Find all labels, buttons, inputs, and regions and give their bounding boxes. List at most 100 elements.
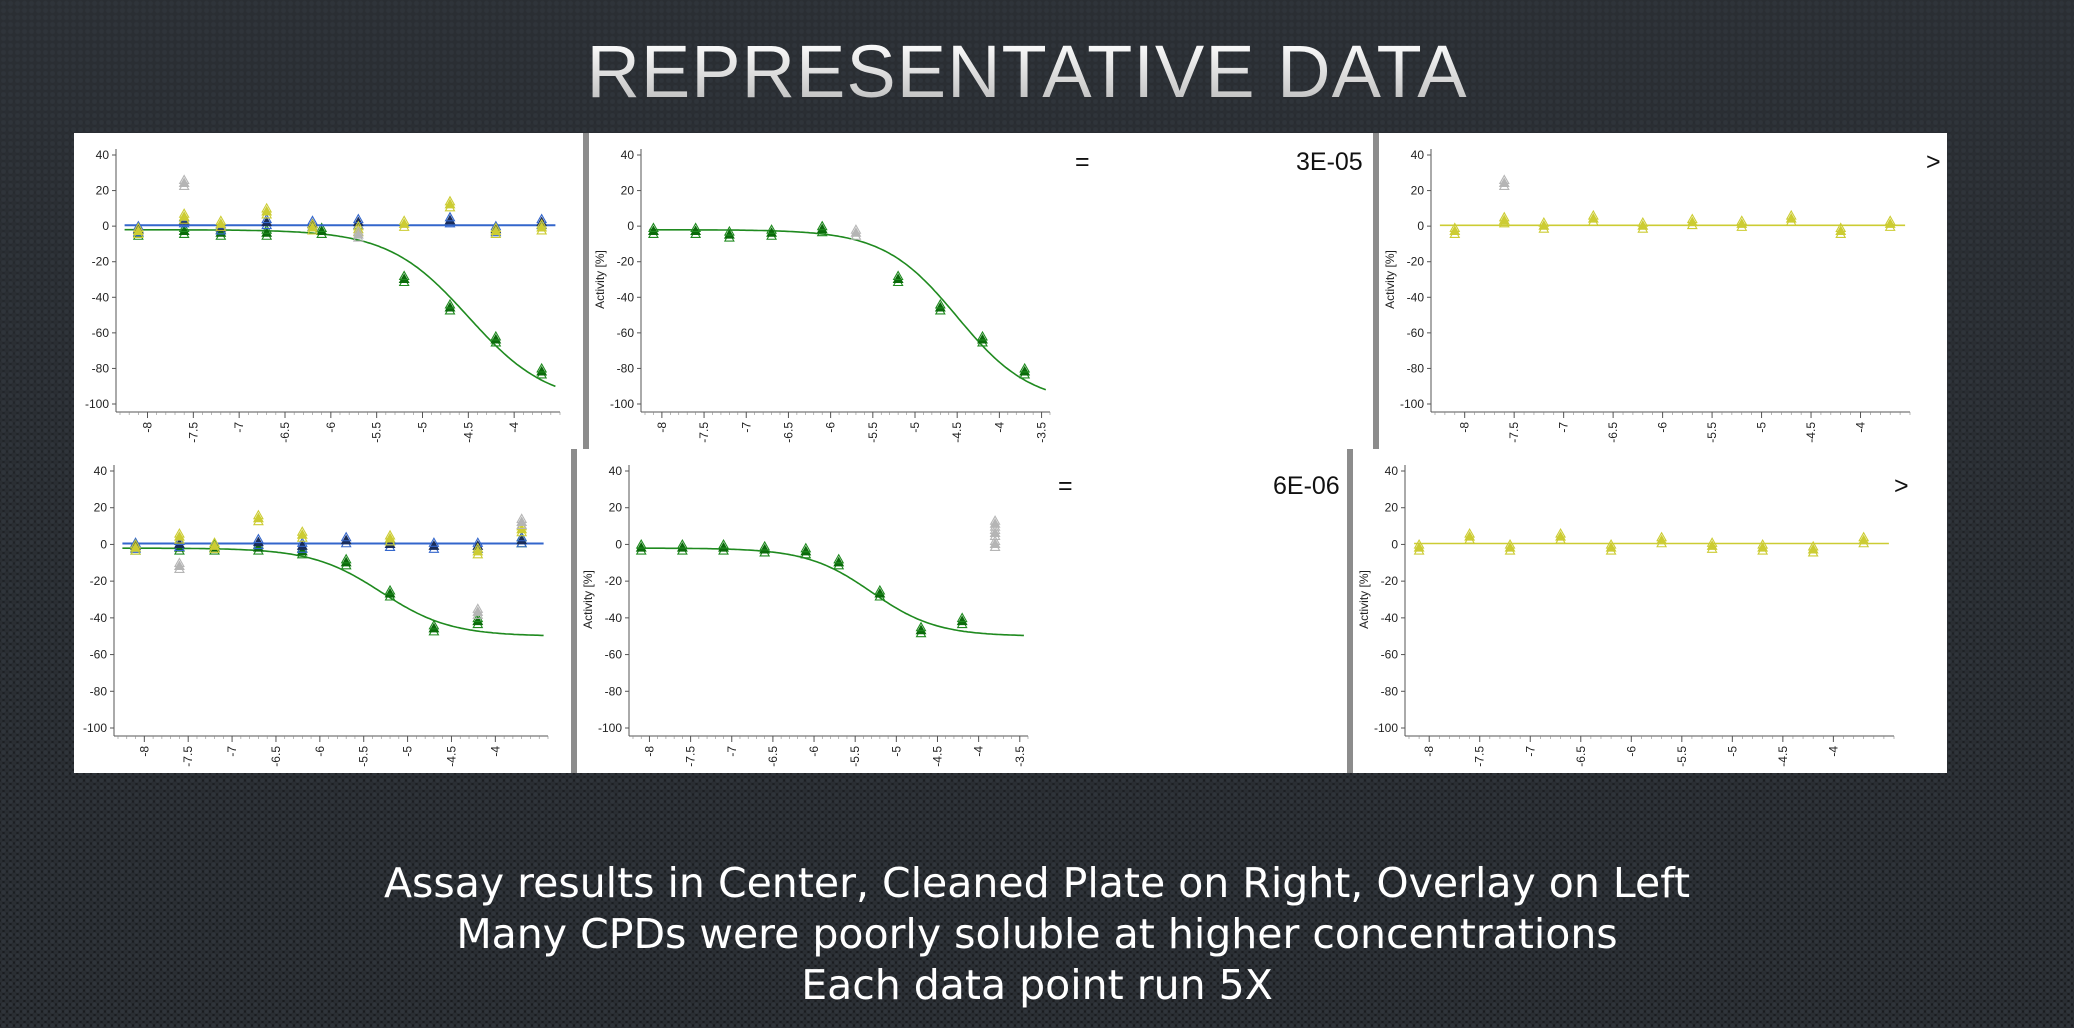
data-point-yellow — [173, 527, 185, 544]
x-tick-label: -5 — [1755, 422, 1769, 433]
data-point-green — [766, 224, 778, 240]
data-point-blue — [252, 533, 264, 550]
replicate-marker — [444, 301, 456, 312]
y-tick-label: -60 — [1407, 326, 1425, 340]
replicate-marker — [1449, 225, 1461, 236]
data-point-gray — [1498, 174, 1510, 191]
replicate-marker — [384, 584, 396, 595]
fit-curve-green — [637, 547, 1024, 637]
replicate-marker — [1605, 541, 1617, 552]
data-point-green — [178, 222, 190, 239]
replicate-marker — [1807, 543, 1819, 554]
data-point-yellow — [132, 222, 144, 239]
replicate-marker — [516, 516, 528, 526]
y-tick-label: -80 — [90, 684, 108, 698]
y-tick-label: -20 — [617, 255, 635, 269]
y-tick-label: -60 — [1381, 648, 1399, 662]
replicate-marker — [340, 531, 352, 542]
replicate-marker — [816, 223, 828, 234]
replicate-marker — [934, 298, 946, 309]
x-tick-label: -5.5 — [866, 422, 880, 443]
data-point-gray — [516, 513, 528, 529]
replicate-marker — [316, 222, 328, 233]
data-point-green — [340, 553, 352, 570]
replicate-marker — [398, 215, 410, 225]
x-tick-label: -4 — [1826, 746, 1840, 757]
data-point-green — [800, 542, 812, 559]
y-tick-label: -80 — [1407, 361, 1425, 375]
replicate-marker — [1413, 541, 1425, 552]
replicate-marker — [800, 545, 812, 556]
data-point-green — [398, 270, 410, 287]
replicate-marker — [536, 218, 548, 229]
replicate-marker — [472, 603, 484, 613]
replicate-marker — [1019, 365, 1031, 376]
y-tick-label: 0 — [627, 219, 634, 233]
replicate-marker — [352, 228, 364, 239]
replicate-marker — [444, 198, 456, 209]
replicate-marker — [833, 556, 845, 567]
replicate-marker — [1555, 527, 1567, 538]
replicate-marker — [892, 270, 904, 281]
x-tick-label: -4.5 — [950, 422, 964, 443]
data-point-green — [833, 553, 845, 570]
replicate-marker — [296, 529, 308, 539]
replicate-marker — [915, 624, 927, 635]
data-point-yellow — [1785, 209, 1797, 226]
data-point-green — [934, 298, 946, 315]
replicate-marker — [1785, 209, 1797, 220]
replicate-marker — [444, 214, 456, 225]
y-tick-label: -100 — [1374, 721, 1398, 735]
replicate-marker — [1498, 214, 1510, 225]
row2-overlay-svg: 40 20 0 -20 -40 -60 -80 -100 -8 -7.5 -7 -6.5 -6 -5.5 -… — [83, 464, 549, 767]
replicate-marker — [178, 177, 190, 188]
slide-title: REPRESENTATIVE DATA — [0, 32, 2064, 112]
y-tick-label: -20 — [1381, 574, 1399, 588]
x-tick-label: -4.5 — [461, 422, 475, 443]
replicate-marker — [173, 560, 185, 571]
y-tick-label: -100 — [598, 721, 622, 735]
replicate-marker — [934, 301, 946, 312]
data-point-gray — [989, 535, 1001, 551]
x-tick-label: -5.5 — [1675, 746, 1689, 767]
x-tick-label: -8 — [642, 746, 656, 757]
data-point-blue — [516, 531, 528, 548]
replicate-marker — [1637, 220, 1649, 230]
replicate-marker — [130, 541, 141, 552]
x-tick-label: -4 — [1854, 422, 1868, 433]
replicate-marker — [892, 273, 904, 284]
replicate-marker — [261, 202, 273, 213]
replicate-marker — [833, 553, 845, 564]
panel-row2 — [74, 449, 1947, 773]
replicate-marker — [800, 542, 812, 553]
x-tick-label: -7.5 — [1473, 746, 1487, 767]
replicate-marker — [989, 538, 1001, 548]
y-axis-label: Activity [%] — [593, 250, 607, 309]
y-tick-label: 20 — [609, 501, 623, 515]
replicate-marker — [759, 540, 771, 551]
data-point-green — [874, 584, 886, 601]
x-tick-label: -4.5 — [444, 746, 458, 767]
replicate-marker — [384, 529, 396, 540]
data-point-yellow — [296, 526, 308, 542]
data-point-gray — [472, 603, 484, 619]
x-tick-label: -8 — [655, 422, 669, 433]
replicate-marker — [130, 538, 141, 549]
replicate-marker — [635, 541, 647, 552]
replicate-marker — [516, 534, 528, 545]
x-tick-label: -5 — [889, 746, 903, 757]
replicate-marker — [956, 612, 968, 623]
data-point-yellow — [1587, 209, 1599, 226]
replicate-marker — [647, 225, 659, 236]
data-point-green — [635, 538, 647, 555]
replicate-marker — [296, 540, 308, 550]
x-tick-label: -4 — [488, 746, 502, 757]
replicate-marker — [759, 543, 771, 554]
x-tick-label: -8 — [1458, 422, 1472, 433]
replicate-marker — [1413, 538, 1425, 549]
replicate-marker — [1706, 540, 1718, 550]
replicate-marker — [1858, 534, 1870, 545]
data-point-yellow — [261, 202, 273, 219]
y-tick-label: 40 — [621, 148, 635, 162]
data-point-yellow — [1706, 537, 1718, 553]
